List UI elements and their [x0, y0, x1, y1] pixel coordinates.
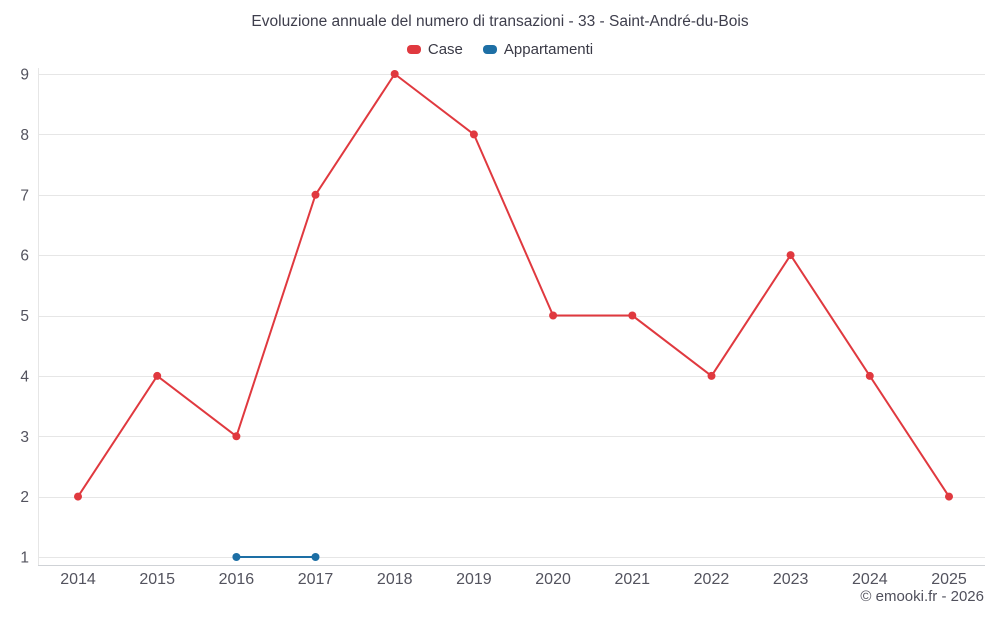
- data-point-case: [311, 190, 320, 199]
- credit-text: © emooki.fr - 2026: [860, 588, 984, 605]
- y-axis-label: 5: [20, 308, 29, 325]
- legend-label-case: Case: [427, 41, 463, 58]
- data-point-case: [153, 371, 162, 380]
- x-axis-label: 2014: [60, 571, 96, 588]
- series-line-case: [77, 73, 950, 498]
- x-axis-label: 2025: [931, 571, 967, 588]
- x-axis-label: 2023: [773, 571, 809, 588]
- x-axis-label: 2019: [456, 571, 492, 588]
- x-axis-label: 2020: [535, 571, 571, 588]
- y-axis-label: 1: [20, 550, 29, 567]
- legend-swatch-case: [406, 45, 421, 54]
- x-axis-label: 2017: [298, 571, 334, 588]
- data-point-case: [865, 371, 874, 380]
- y-axis-label: 3: [20, 429, 29, 446]
- legend-item-appartamenti[interactable]: Appartamenti: [482, 41, 594, 58]
- legend-swatch-appartamenti: [482, 45, 497, 54]
- x-axis-label: 2016: [219, 571, 255, 588]
- data-point-case: [628, 311, 637, 320]
- legend: Case Appartamenti: [0, 41, 1000, 58]
- y-axis-label: 6: [20, 248, 29, 265]
- data-point-case: [549, 311, 558, 320]
- data-point-case: [390, 70, 399, 78]
- x-axis-label: 2022: [694, 571, 730, 588]
- chart-title: Evoluzione annuale del numero di transaz…: [251, 13, 749, 30]
- data-point-case: [74, 492, 82, 501]
- data-point-appartamenti: [311, 553, 320, 561]
- x-axis-label: 2021: [614, 571, 650, 588]
- legend-item-case[interactable]: Case: [406, 41, 463, 58]
- y-axis-label: 7: [20, 187, 29, 204]
- y-axis-label: 4: [20, 368, 29, 385]
- x-axis-label: 2024: [852, 571, 888, 588]
- data-point-case: [786, 251, 795, 260]
- data-point-case: [707, 371, 716, 380]
- data-point-case: [232, 432, 241, 441]
- data-point-case: [945, 492, 953, 501]
- legend-label-appartamenti: Appartamenti: [503, 41, 594, 58]
- y-axis-label: 2: [20, 489, 29, 506]
- x-axis-label: 2015: [139, 571, 175, 588]
- x-axis-label: 2018: [377, 571, 413, 588]
- y-axis-label: 8: [20, 127, 29, 144]
- y-axis-label: 9: [20, 67, 29, 84]
- data-point-appartamenti: [232, 553, 241, 561]
- data-point-case: [469, 130, 478, 139]
